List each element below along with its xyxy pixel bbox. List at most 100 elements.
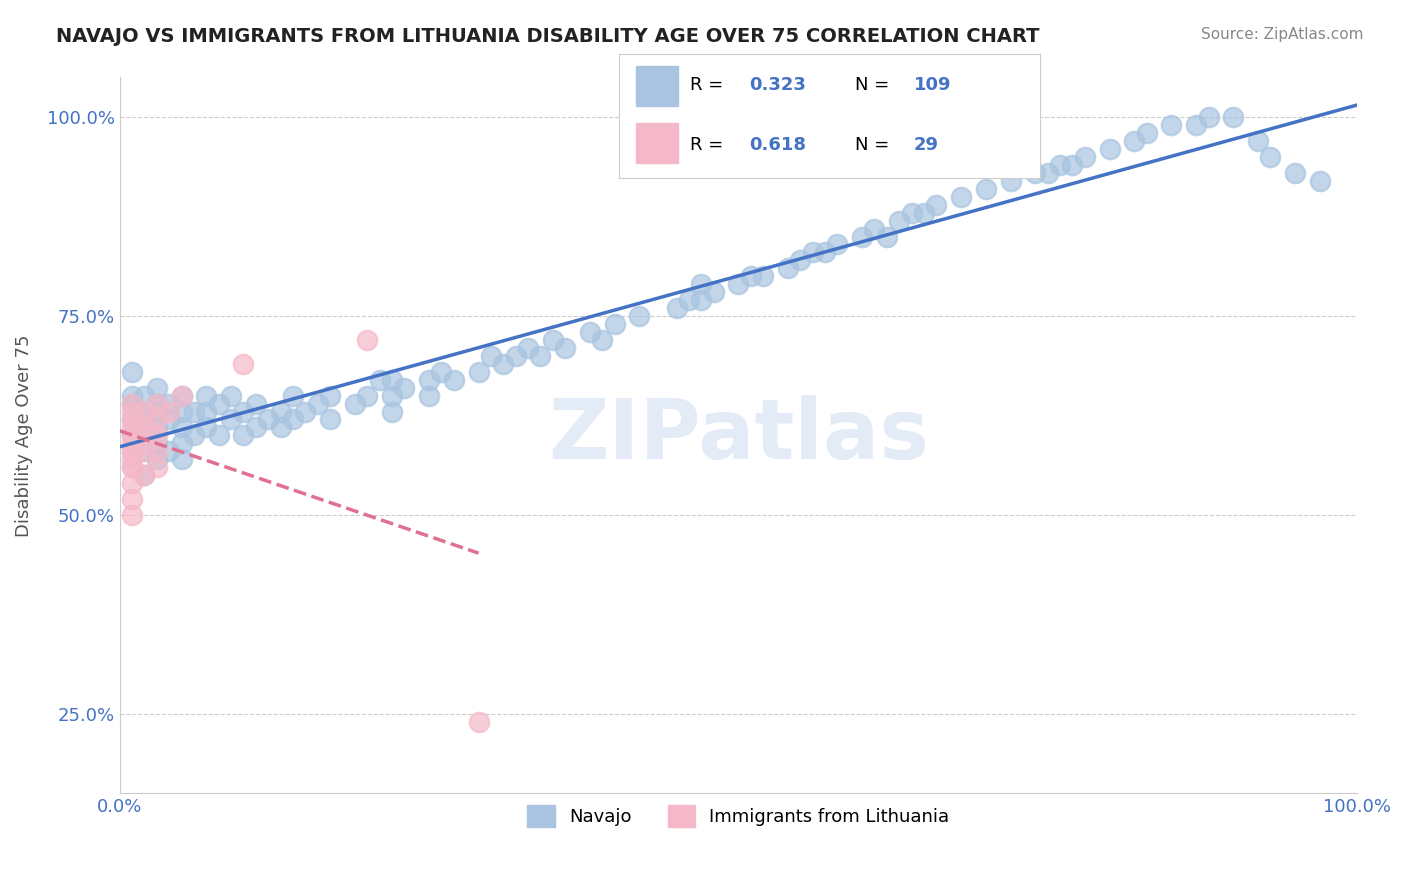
Point: [418, 373, 440, 387]
Point: [245, 396, 267, 410]
Point: [134, 444, 156, 458]
Text: R =: R =: [690, 136, 730, 153]
Point: [1062, 158, 1084, 172]
Point: [219, 389, 242, 403]
Point: [208, 428, 231, 442]
Point: [294, 404, 316, 418]
Point: [146, 412, 169, 426]
Point: [801, 245, 824, 260]
Point: [183, 428, 205, 442]
Point: [121, 396, 143, 410]
Point: [851, 229, 873, 244]
Point: [678, 293, 700, 308]
Point: [430, 365, 453, 379]
Point: [121, 428, 143, 442]
Point: [541, 333, 564, 347]
Point: [443, 373, 465, 387]
Point: [1260, 150, 1282, 164]
Point: [157, 412, 180, 426]
Point: [121, 420, 143, 434]
Point: [134, 389, 156, 403]
Point: [146, 444, 169, 458]
Point: [134, 428, 156, 442]
Point: [121, 491, 143, 506]
Point: [121, 365, 143, 379]
Point: [418, 389, 440, 403]
Point: [381, 404, 404, 418]
Point: [183, 404, 205, 418]
Point: [170, 436, 193, 450]
Point: [394, 381, 416, 395]
Point: [195, 389, 218, 403]
Point: [134, 468, 156, 483]
Point: [146, 420, 169, 434]
Text: N =: N =: [855, 136, 894, 153]
Point: [195, 420, 218, 434]
Point: [950, 190, 973, 204]
Point: [281, 389, 304, 403]
Point: [146, 460, 169, 475]
Point: [690, 293, 713, 308]
Point: [1247, 134, 1270, 148]
Point: [121, 476, 143, 491]
Point: [381, 389, 404, 403]
Point: [368, 373, 391, 387]
Point: [1098, 142, 1121, 156]
Point: [134, 444, 156, 458]
Point: [1160, 118, 1182, 132]
Point: [232, 357, 254, 371]
Point: [121, 460, 143, 475]
Point: [1284, 166, 1306, 180]
Point: [134, 404, 156, 418]
Point: [157, 396, 180, 410]
Point: [121, 404, 143, 418]
Point: [1000, 174, 1022, 188]
Point: [740, 269, 762, 284]
Point: [281, 412, 304, 426]
Point: [146, 381, 169, 395]
Point: [974, 182, 997, 196]
Point: [863, 221, 886, 235]
Point: [319, 412, 342, 426]
Point: [752, 269, 775, 284]
Text: ZIPatlas: ZIPatlas: [548, 395, 929, 476]
Point: [703, 285, 725, 300]
Point: [827, 237, 849, 252]
Point: [1074, 150, 1097, 164]
Point: [1198, 110, 1220, 124]
Point: [170, 420, 193, 434]
Text: 29: 29: [914, 136, 939, 153]
Point: [1024, 166, 1046, 180]
Point: [121, 396, 143, 410]
Text: N =: N =: [855, 76, 894, 94]
Point: [492, 357, 515, 371]
Point: [146, 396, 169, 410]
Point: [1123, 134, 1146, 148]
Point: [170, 404, 193, 418]
Point: [876, 229, 898, 244]
Point: [121, 428, 143, 442]
Point: [1185, 118, 1208, 132]
Point: [146, 452, 169, 467]
Text: Source: ZipAtlas.com: Source: ZipAtlas.com: [1201, 27, 1364, 42]
Point: [517, 341, 540, 355]
Point: [146, 436, 169, 450]
Point: [121, 452, 143, 467]
Point: [134, 404, 156, 418]
Point: [146, 404, 169, 418]
Point: [727, 277, 749, 292]
Point: [381, 373, 404, 387]
Point: [134, 420, 156, 434]
Point: [270, 404, 292, 418]
Point: [121, 412, 143, 426]
Point: [343, 396, 366, 410]
Bar: [636, 123, 678, 163]
Point: [170, 452, 193, 467]
Point: [134, 412, 156, 426]
Point: [1036, 166, 1059, 180]
Text: 109: 109: [914, 76, 952, 94]
Point: [121, 444, 143, 458]
Point: [479, 349, 502, 363]
Point: [232, 404, 254, 418]
Point: [579, 325, 602, 339]
